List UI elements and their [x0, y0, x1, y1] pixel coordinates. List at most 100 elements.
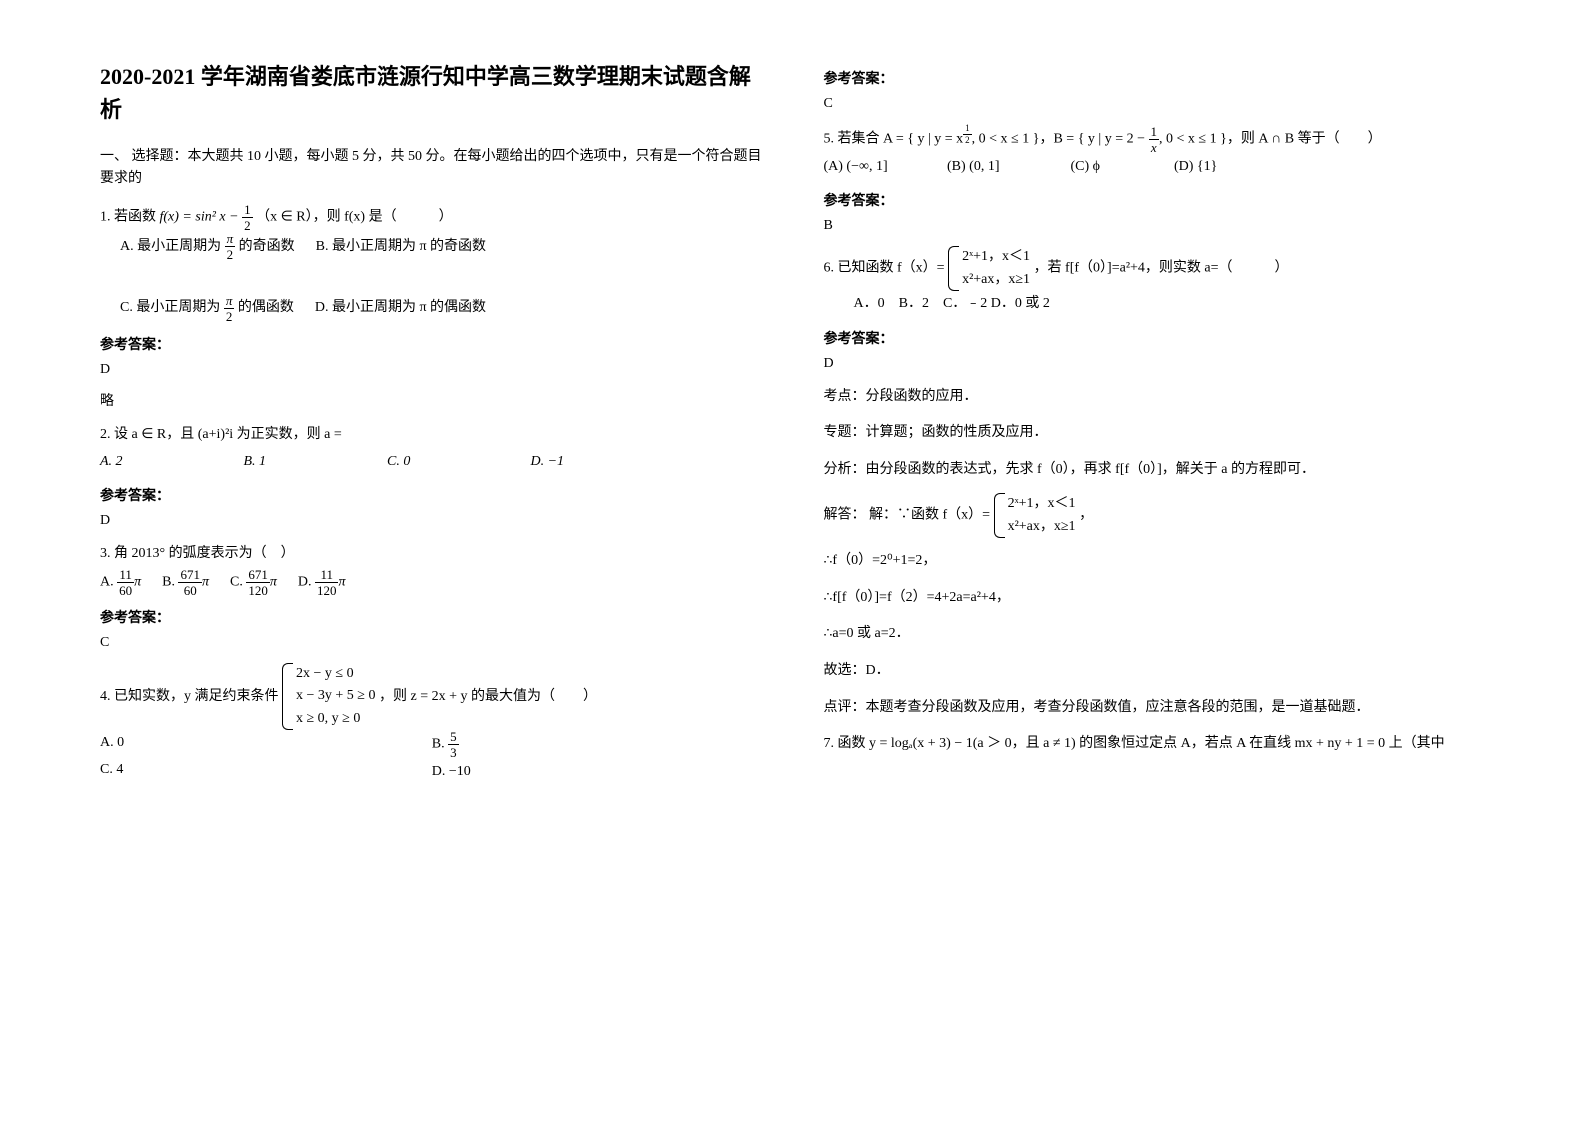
q5-optA: (A) (−∞, 1] — [824, 154, 944, 181]
frac-num: π — [225, 232, 236, 247]
q5-stem-mid1: , 0 < x ≤ 1 }，B = { y | y = 2 − — [972, 131, 1149, 146]
q5-exp-frac: 12 — [963, 124, 972, 145]
q6-jieda-cases: 2ˣ+1，x＜1 x²+ax，x≥1 — [994, 493, 1076, 538]
q4-optA: A. 0 — [100, 730, 432, 757]
q4-case1: 2x − y ≤ 0 — [296, 663, 375, 685]
q6-jieda-case2: x²+ax，x≥1 — [1008, 516, 1076, 538]
q6-fenxi-text: 由分段函数的表达式，先求 f（0），再求 f[f（0）]，解关于 a 的方程即可… — [866, 462, 1316, 477]
frac-num: 11 — [117, 568, 134, 583]
section-header: 一、 选择题：本大题共 10 小题，每小题 5 分，共 50 分。在每小题给出的… — [100, 146, 764, 191]
q1-optA-frac: π 2 — [225, 232, 236, 261]
q3-optD-frac: 11120 — [315, 568, 339, 597]
q5-optB: (B) (0, 1] — [947, 154, 1067, 181]
frac-num: 671 — [178, 568, 202, 583]
question-1: 1. 若函数 f(x) = sin² x − 1 2 （x ∈ R），则 f(x… — [100, 203, 764, 324]
q3-options: A. 1160π B. 67160π C. 671120π D. 11120π — [100, 568, 764, 597]
q6-answer-label: 参考答案： — [824, 328, 1488, 348]
q3-optC-frac: 671120 — [246, 568, 270, 597]
q4-answer: C — [824, 96, 1488, 112]
question-6: 6. 已知函数 f（x）= 2ˣ+1，x＜1 x²+ax，x≥1 ，若 f[f（… — [824, 246, 1488, 317]
q3-optB-pre: B. — [162, 575, 178, 590]
q6-case1: 2ˣ+1，x＜1 — [962, 246, 1030, 268]
q1-frac-den: 2 — [242, 218, 253, 232]
q6-kaodian: 考点：分段函数的应用． — [824, 384, 1488, 411]
q4-answer-label: 参考答案： — [824, 68, 1488, 88]
q6-jieda-post: ， — [1079, 508, 1093, 523]
q6-jieda-pre: 解：∵函数 f（x）= — [869, 508, 990, 523]
q6-step1: ∴f（0）=2⁰+1=2， — [824, 548, 1488, 575]
q1-frac-num: 1 — [242, 203, 253, 218]
q4-case2: x − 3y + 5 ≥ 0 — [296, 685, 375, 707]
question-4: 4. 已知实数，y 满足约束条件 2x − y ≤ 0 x − 3y + 5 ≥… — [100, 663, 764, 786]
q1-optB: B. 最小正周期为 π 的奇函数 — [316, 239, 486, 254]
frac-num: 5 — [448, 730, 459, 745]
q6-dianping-text: 本题考查分段函数及应用，考查分段函数值，应注意各段的范围，是一道基础题． — [866, 700, 1370, 715]
q1-frac: 1 2 — [242, 203, 253, 232]
q6-cases: 2ˣ+1，x＜1 x²+ax，x≥1 — [948, 246, 1030, 291]
q6-kaodian-label: 考点： — [824, 389, 866, 404]
q6-dianping-label: 点评： — [824, 700, 866, 715]
q5-options: (A) (−∞, 1] (B) (0, 1] (C) ϕ (D) {1} — [824, 154, 1488, 181]
q6-kaodian-text: 分段函数的应用． — [866, 389, 978, 404]
frac-den: 60 — [178, 583, 202, 597]
q4-case3: x ≥ 0, y ≥ 0 — [296, 708, 375, 730]
q3-optB-frac: 67160 — [178, 568, 202, 597]
q2-answer-label: 参考答案： — [100, 485, 764, 505]
q6-step2: ∴f[f（0）]=f（2）=4+2a=a²+4， — [824, 585, 1488, 612]
frac-den: 120 — [246, 583, 270, 597]
q4-options: A. 0 C. 4 B. 5 3 D. −10 — [100, 730, 764, 786]
q5-frac2: 1x — [1149, 125, 1160, 154]
q6-fenxi: 分析：由分段函数的表达式，先求 f（0），再求 f[f（0）]，解关于 a 的方… — [824, 457, 1488, 484]
q5-optC: (C) ϕ — [1071, 154, 1171, 181]
frac-num: 1 — [1149, 125, 1160, 140]
q3-optC-pre: C. — [230, 575, 246, 590]
q6-jieda-case1: 2ˣ+1，x＜1 — [1008, 493, 1076, 515]
q4-stem-pre: 4. 已知实数，y 满足约束条件 — [100, 689, 279, 704]
q2-optA: A. 2 — [100, 449, 240, 476]
q3-optA-post: π — [134, 575, 141, 590]
q2-optB: B. 1 — [244, 449, 384, 476]
q1-answer-label: 参考答案： — [100, 334, 764, 354]
q6-zhuanti-text: 计算题；函数的性质及应用． — [866, 425, 1048, 440]
q1-stem-suffix: （x ∈ R），则 f(x) 是（ ） — [256, 210, 453, 225]
q1-formula: f(x) = sin² x − — [160, 210, 239, 225]
q6-step3: ∴a=0 或 a=2． — [824, 621, 1488, 648]
q2-optC: C. 0 — [387, 449, 527, 476]
q3-optB-post: π — [202, 575, 209, 590]
q6-step4: 故选：D． — [824, 658, 1488, 685]
q6-stem-post: ，若 f[f（0）]=a²+4，则实数 a=（ ） — [1034, 261, 1289, 276]
page-title: 2020-2021 学年湖南省娄底市涟源行知中学高三数学理期末试题含解析 — [100, 60, 764, 126]
frac-den: 3 — [448, 745, 459, 759]
q6-fenxi-label: 分析： — [824, 462, 866, 477]
q3-optA-frac: 1160 — [117, 568, 134, 597]
frac-num: π — [224, 294, 235, 309]
q3-optD-pre: D. — [298, 575, 315, 590]
q1-stem-prefix: 1. 若函数 — [100, 210, 156, 225]
question-5: 5. 若集合 A = { y | y = x12, 0 < x ≤ 1 }，B … — [824, 124, 1488, 180]
frac-den: 2 — [963, 135, 972, 145]
q3-answer-label: 参考答案： — [100, 607, 764, 627]
q5-stem-mid2: , 0 < x ≤ 1 }，则 A ∩ B 等于（ ） — [1159, 131, 1382, 146]
q3-optA-pre: A. — [100, 575, 117, 590]
q4-optD: D. −10 — [432, 759, 764, 786]
frac-den: 2 — [224, 309, 235, 323]
frac-den: x — [1149, 140, 1160, 154]
q4-optC: C. 4 — [100, 757, 432, 784]
q6-options: A．0 B．2 C．﹣2 D．0 或 2 — [854, 291, 1488, 318]
q6-case2: x²+ax，x≥1 — [962, 269, 1030, 291]
q3-stem: 3. 角 2013° 的弧度表示为（ ） — [100, 541, 764, 568]
frac-num: 1 — [963, 124, 972, 135]
q4-optB-pre: B. — [432, 737, 448, 752]
q1-remark: 略 — [100, 390, 764, 410]
q6-zhuanti: 专题：计算题；函数的性质及应用． — [824, 420, 1488, 447]
frac-den: 2 — [225, 247, 236, 261]
q1-optC-post: 的偶函数 — [238, 300, 294, 315]
q5-answer-label: 参考答案： — [824, 190, 1488, 210]
question-2: 2. 设 a ∈ R，且 (a+i)²i 为正实数，则 a = A. 2 B. … — [100, 422, 764, 475]
q1-optA-post: 的奇函数 — [239, 239, 295, 254]
q6-jieda-label: 解答： — [824, 508, 866, 523]
q1-options: A. 最小正周期为 π 2 的奇函数 B. 最小正周期为 π 的奇函数 C. 最… — [120, 232, 764, 324]
question-3: 3. 角 2013° 的弧度表示为（ ） A. 1160π B. 67160π … — [100, 541, 764, 597]
q5-stem-pre: 5. 若集合 A = { y | y = x — [824, 131, 964, 146]
frac-den: 60 — [117, 583, 134, 597]
